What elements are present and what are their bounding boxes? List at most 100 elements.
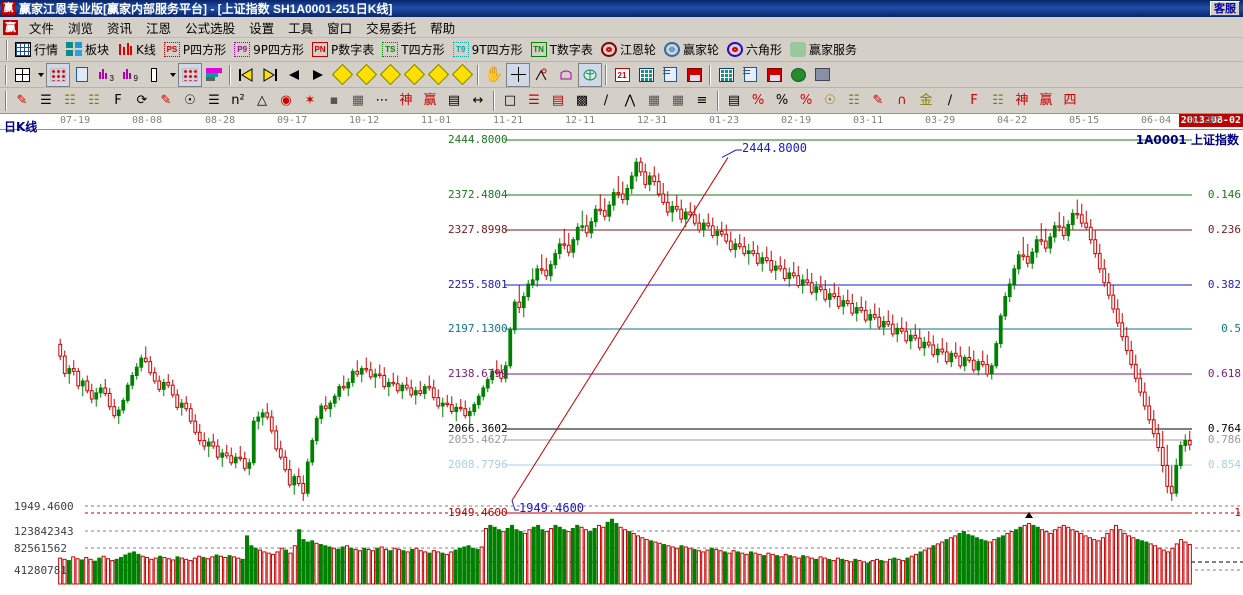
- formula-button[interactable]: [178, 62, 202, 87]
- chart-panel[interactable]: 日K线 2013-08-02 07-19 08-08 08-28 09-17 10-12…: [0, 114, 1243, 587]
- toolbar-button-p-number-table[interactable]: PN P数字表: [308, 39, 378, 61]
- bar-style-button[interactable]: [143, 64, 165, 86]
- bar-dropdown-button[interactable]: [167, 64, 177, 86]
- toolbar-button-winner-service[interactable]: 赢家服务: [786, 39, 861, 61]
- prev-button[interactable]: [283, 64, 305, 86]
- gann-gold-1-icon[interactable]: ☷: [64, 93, 76, 108]
- toolbar-button-hexagon[interactable]: 六角形: [723, 39, 786, 61]
- indicator-9-button[interactable]: 9: [119, 64, 141, 86]
- save-button[interactable]: [683, 64, 705, 86]
- fan-lines-icon[interactable]: △: [257, 93, 267, 108]
- step-line-icon[interactable]: ⋯: [375, 93, 389, 108]
- chart-canvas[interactable]: [0, 114, 1243, 587]
- menu-item-news[interactable]: 资讯: [107, 20, 133, 36]
- toolbar-button-t-square[interactable]: TS T四方形: [378, 39, 448, 61]
- star-burst-icon[interactable]: ✶: [304, 93, 316, 108]
- ladder-icon[interactable]: ▤: [727, 93, 741, 108]
- save2-button[interactable]: [763, 64, 785, 86]
- gold-line-icon[interactable]: ☷: [992, 93, 1004, 108]
- shen-icon[interactable]: 神: [399, 93, 413, 108]
- circle-gann-icon[interactable]: ☉: [184, 93, 196, 108]
- diamond-cross-button[interactable]: [427, 63, 449, 86]
- clipboard-button[interactable]: [71, 64, 93, 86]
- menu-item-help[interactable]: 帮助: [430, 20, 456, 36]
- measure-icon[interactable]: ↔: [472, 93, 484, 108]
- toolbar-button-kline[interactable]: K线: [113, 39, 160, 61]
- toolbar-button-9p-square[interactable]: P9 9P四方形: [230, 39, 308, 61]
- report2-button[interactable]: [739, 64, 761, 86]
- gold-list-icon[interactable]: ☷: [848, 93, 860, 108]
- scribble-chart-button[interactable]: [46, 62, 70, 87]
- toolbar-button-9t-square[interactable]: T9 9T四方形: [449, 39, 527, 61]
- red-fan-icon[interactable]: ☰: [528, 93, 540, 108]
- menu-item-window[interactable]: 窗口: [327, 20, 353, 36]
- pen-angle-icon[interactable]: ✎: [160, 93, 172, 108]
- diamond-star-button[interactable]: [403, 63, 425, 86]
- menu-item-file[interactable]: 文件: [29, 20, 55, 36]
- toolbar-button-winner-wheel[interactable]: 赢家轮: [660, 39, 723, 61]
- ying-line-icon[interactable]: 赢: [1039, 93, 1053, 108]
- globe-button[interactable]: [787, 64, 809, 86]
- n2-icon[interactable]: n²: [231, 93, 245, 108]
- grid-box-icon[interactable]: ▦: [671, 93, 685, 108]
- toolbar-button-t-number-table[interactable]: TN T数字表: [527, 39, 597, 61]
- period-dropdown-button[interactable]: [35, 64, 45, 86]
- si-line-icon[interactable]: 四: [1063, 93, 1077, 108]
- draw-curve-button[interactable]: [531, 64, 553, 86]
- menu-item-formula-screen[interactable]: 公式选股: [185, 20, 236, 36]
- spiral-icon[interactable]: ⟳: [136, 93, 148, 108]
- percent-icon[interactable]: %: [775, 93, 789, 108]
- diamond-plus-button[interactable]: [451, 63, 473, 86]
- menu-item-gann[interactable]: 江恩: [146, 20, 172, 36]
- menu-item-tools[interactable]: 工具: [288, 20, 314, 36]
- next-button[interactable]: [307, 64, 329, 86]
- target-circle-icon[interactable]: ◉: [280, 93, 292, 108]
- pen-icon[interactable]: ✎: [16, 93, 28, 108]
- zigzag-icon[interactable]: ⋀: [624, 93, 636, 108]
- gann-grid-icon[interactable]: ☰: [208, 93, 220, 108]
- percent-red-icon[interactable]: %: [751, 93, 765, 108]
- diamond-both-button[interactable]: [379, 63, 401, 86]
- print-button[interactable]: [811, 64, 833, 86]
- gann-f-icon[interactable]: F: [114, 93, 122, 108]
- shen-line-icon[interactable]: 神: [1015, 93, 1029, 108]
- angle-line-icon[interactable]: ∕: [603, 93, 609, 108]
- box-arrow-icon[interactable]: ▩: [575, 93, 589, 108]
- brain-button[interactable]: [578, 62, 602, 87]
- slant-lines-icon[interactable]: ≡: [696, 93, 708, 108]
- number-grid-icon[interactable]: ▤: [447, 93, 461, 108]
- rect-base-icon[interactable]: □: [503, 93, 517, 108]
- gann-fan-grid-icon[interactable]: ☰: [40, 93, 52, 108]
- j-line-icon[interactable]: ∕: [947, 93, 953, 108]
- table-button[interactable]: [635, 64, 657, 86]
- gold-text-icon[interactable]: 金: [919, 93, 933, 108]
- toolbar-button-gann-wheel[interactable]: 江恩轮: [597, 39, 660, 61]
- toolbar-button-sector[interactable]: 板块: [62, 39, 113, 61]
- square-grid-icon[interactable]: ▦: [351, 93, 365, 108]
- first-page-button[interactable]: [235, 64, 257, 86]
- arc-red-icon[interactable]: ∩: [897, 93, 907, 108]
- flag-button[interactable]: [203, 64, 225, 86]
- magic-wand-button[interactable]: [555, 64, 577, 86]
- box-fan-icon[interactable]: ▤: [551, 93, 565, 108]
- menu-logo-icon[interactable]: 赢: [3, 19, 18, 35]
- toolbar-button-p-square[interactable]: PS P四方形: [160, 39, 230, 61]
- indicator-3-button[interactable]: 3: [95, 64, 117, 86]
- gold-circle-icon[interactable]: ☉: [824, 93, 836, 108]
- crosshair-button[interactable]: [506, 62, 530, 87]
- diamond-right-button[interactable]: [355, 63, 377, 86]
- gold-pen-icon[interactable]: ✎: [872, 93, 884, 108]
- gann-gold-2-icon[interactable]: ☷: [88, 93, 100, 108]
- calendar-period-button[interactable]: [11, 64, 33, 86]
- hand-pan-button[interactable]: ✋: [483, 64, 505, 86]
- last-page-button[interactable]: [259, 64, 281, 86]
- grid-pink-icon[interactable]: ▦: [647, 93, 661, 108]
- support-button[interactable]: 客服: [1210, 1, 1240, 16]
- table2-button[interactable]: [715, 64, 737, 86]
- report-button[interactable]: [659, 64, 681, 86]
- f-line-icon[interactable]: F: [970, 93, 978, 108]
- zoom-diamond-button[interactable]: [331, 63, 353, 86]
- square-burst-icon[interactable]: ▪: [329, 93, 339, 108]
- ying-icon[interactable]: 赢: [423, 93, 437, 108]
- menu-item-trade[interactable]: 交易委托: [366, 20, 417, 36]
